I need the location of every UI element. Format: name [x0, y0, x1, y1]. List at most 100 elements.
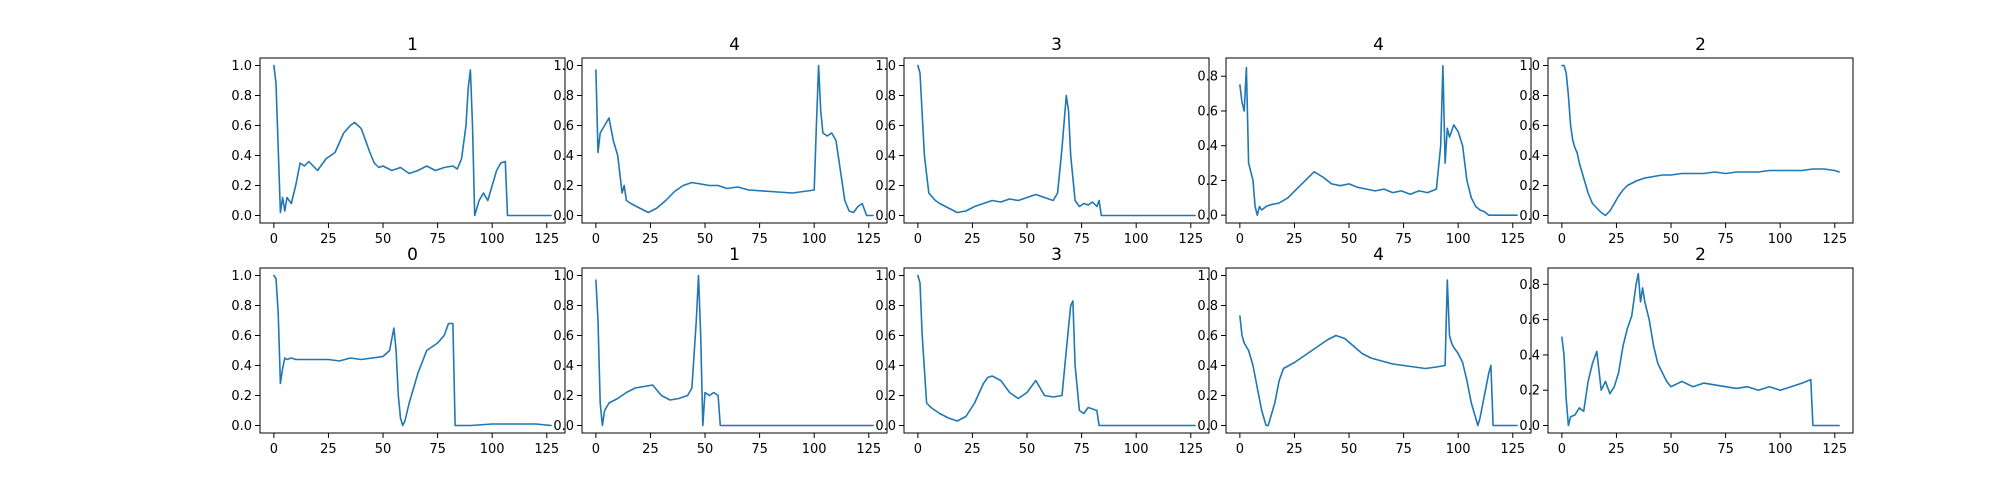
x-tick-label: 50	[697, 232, 714, 247]
x-tick-label: 50	[697, 442, 714, 457]
y-tick-label: 0.8	[1197, 299, 1218, 314]
chart-title: 0	[407, 245, 418, 265]
y-tick-label: 0.6	[875, 119, 896, 134]
x-tick-label: 0	[592, 442, 600, 457]
x-tick-label: 25	[964, 442, 981, 457]
chart-title: 1	[407, 35, 418, 55]
x-tick-label: 100	[480, 232, 505, 247]
series-line	[1239, 279, 1518, 427]
x-tick-label: 0	[1558, 232, 1566, 247]
x-tick-label: 125	[1822, 442, 1847, 457]
chart-panel-9: 4 0 25 50 75 100 125 0.0 0.2 0.4 0.6 0.8 1.0	[1197, 245, 1532, 457]
chart-title: 3	[1051, 35, 1062, 55]
x-tick-label: 100	[1124, 232, 1149, 247]
y-tick-label: 0.0	[875, 419, 896, 434]
y-tick-label: 0.0	[875, 209, 896, 224]
series-line	[917, 274, 1196, 427]
plot-frame	[1547, 57, 1854, 224]
x-tick-label: 0	[270, 232, 278, 247]
y-tick-label: 1.0	[875, 59, 896, 74]
chart-panel-8: 3 0 25 50 75 100 125 0.0 0.2 0.4 0.6 0.8 1.0	[875, 245, 1210, 457]
plot-frame	[1547, 267, 1854, 434]
y-tick-label: 0.8	[1519, 278, 1540, 293]
y-tick-label: 0.4	[231, 359, 252, 374]
y-tick-label: 0.2	[553, 389, 574, 404]
x-tick-label: 25	[1286, 232, 1303, 247]
y-tick-label: 0.6	[231, 329, 252, 344]
chart-title: 4	[1373, 245, 1384, 265]
y-tick-label: 0.6	[1519, 313, 1540, 328]
x-tick-label: 25	[1286, 442, 1303, 457]
chart-title: 4	[1373, 35, 1384, 55]
x-tick-label: 75	[1717, 232, 1734, 247]
x-tick-label: 125	[534, 442, 559, 457]
y-tick-label: 0.4	[1197, 359, 1218, 374]
y-tick-label: 0.0	[553, 209, 574, 224]
chart-title: 2	[1695, 245, 1706, 265]
y-tick-label: 0.2	[1197, 174, 1218, 189]
series-line	[273, 274, 552, 427]
chart-title: 4	[729, 35, 740, 55]
y-tick-label: 0.8	[231, 299, 252, 314]
x-tick-label: 25	[1608, 442, 1625, 457]
y-tick-label: 0.8	[553, 299, 574, 314]
x-tick-label: 50	[1019, 442, 1036, 457]
x-tick-label: 25	[1608, 232, 1625, 247]
x-tick-label: 0	[1558, 442, 1566, 457]
plot-frame	[1225, 57, 1532, 224]
x-tick-label: 125	[1178, 232, 1203, 247]
plot-frame	[903, 267, 1210, 434]
y-tick-label: 0.8	[875, 299, 896, 314]
y-tick-label: 0.6	[1519, 119, 1540, 134]
chart-panel-5: 2 0 25 50 75 100 125 0.0 0.2 0.4 0.6 0.8 1.0	[1519, 35, 1854, 247]
y-tick-label: 0.4	[1519, 149, 1540, 164]
y-tick-label: 0.4	[231, 149, 252, 164]
x-tick-label: 75	[1395, 442, 1412, 457]
x-tick-label: 0	[270, 442, 278, 457]
y-tick-label: 1.0	[231, 269, 252, 284]
chart-panel-6: 0 0 25 50 75 100 125 0.0 0.2 0.4 0.6 0.8 1.0	[231, 245, 566, 457]
x-tick-label: 25	[320, 232, 337, 247]
y-tick-label: 0.2	[875, 389, 896, 404]
y-tick-label: 0.4	[875, 149, 896, 164]
chart-panel-7: 1 0 25 50 75 100 125 0.0 0.2 0.4 0.6 0.8 1.0	[553, 245, 888, 457]
y-tick-label: 0.8	[231, 89, 252, 104]
x-tick-label: 25	[642, 232, 659, 247]
series-line	[1561, 64, 1840, 217]
y-tick-label: 0.2	[553, 179, 574, 194]
x-tick-label: 50	[375, 442, 392, 457]
y-tick-label: 1.0	[553, 59, 574, 74]
y-tick-label: 0.2	[875, 179, 896, 194]
x-tick-label: 100	[1768, 232, 1793, 247]
x-tick-label: 25	[320, 442, 337, 457]
x-tick-label: 100	[1124, 442, 1149, 457]
x-tick-label: 50	[1663, 232, 1680, 247]
chart-panel-1: 1 0 25 50 75 100 125 0.0 0.2 0.4 0.6 0.8 1.0	[231, 35, 566, 247]
y-tick-label: 0.0	[553, 419, 574, 434]
y-tick-label: 1.0	[1197, 269, 1218, 284]
y-tick-label: 0.0	[1519, 419, 1540, 434]
x-tick-label: 75	[1073, 232, 1090, 247]
x-tick-label: 100	[802, 442, 827, 457]
y-tick-label: 0.2	[231, 389, 252, 404]
y-tick-label: 0.6	[875, 329, 896, 344]
chart-panel-4: 4 0 25 50 75 100 125 0.0 0.2 0.4 0.6 0.8	[1197, 35, 1532, 247]
x-tick-label: 50	[1663, 442, 1680, 457]
plot-frame	[581, 267, 888, 434]
x-tick-label: 75	[751, 442, 768, 457]
x-tick-label: 125	[856, 442, 881, 457]
y-tick-label: 0.2	[1519, 179, 1540, 194]
x-tick-label: 100	[1768, 442, 1793, 457]
x-tick-label: 125	[1500, 232, 1525, 247]
series-line	[1561, 272, 1840, 427]
plot-frame	[581, 57, 888, 224]
x-tick-label: 0	[592, 232, 600, 247]
y-tick-label: 1.0	[875, 269, 896, 284]
y-tick-label: 0.2	[1519, 384, 1540, 399]
y-tick-label: 0.4	[553, 149, 574, 164]
x-tick-label: 75	[429, 442, 446, 457]
x-tick-label: 100	[802, 232, 827, 247]
y-tick-label: 0.0	[231, 209, 252, 224]
chart-title: 1	[729, 245, 740, 265]
